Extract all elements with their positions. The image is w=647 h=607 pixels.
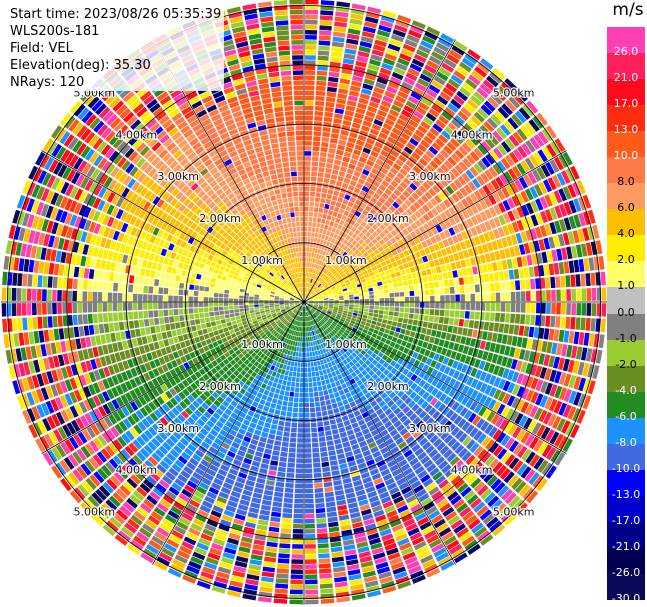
- colorbar-swatch: [607, 391, 645, 419]
- range-ring-label: 1.00km: [241, 338, 283, 351]
- nrays-label: NRays: 120: [10, 75, 85, 90]
- colorbar-tick-label: -1.0: [615, 331, 637, 345]
- colorbar-swatch: [607, 287, 645, 314]
- velocity-field: [1, 0, 607, 605]
- range-ring-label: 5.00km: [493, 86, 535, 99]
- colorbar-tick-label: 6.0: [617, 201, 635, 215]
- colorbar-tick-label: 10.0: [613, 149, 639, 163]
- range-ring-label: 4.00km: [451, 128, 493, 141]
- velocity-colorbar: 26.0 21.0 17.0 13.0 10.0 8.0 6.0 4.0 2.0 1.0 0.0 -1…: [607, 27, 645, 605]
- colorbar-tick-label: 0.0: [617, 305, 635, 319]
- colorbar-tick-label: 21.0: [613, 71, 639, 85]
- colorbar-swatch: [607, 157, 645, 184]
- colorbar-swatch: [607, 79, 645, 106]
- colorbar-unit: m/s: [612, 0, 644, 20]
- range-ring-label: 1.00km: [325, 254, 367, 267]
- station-label: WLS200s-181: [10, 24, 100, 39]
- range-ring-label: 5.00km: [493, 506, 535, 519]
- range-ring-label: 4.00km: [116, 464, 158, 477]
- range-rings: 1.00km 1.00km 1.00km 1.00km 2.00km 2.00km 2.00…: [1, 0, 607, 605]
- colorbar-tick-label: -4.0: [615, 383, 637, 397]
- colorbar-swatch: [607, 53, 645, 80]
- colorbar-tick-label: 1.0: [617, 279, 635, 293]
- range-ring-label: 4.00km: [116, 128, 158, 141]
- colorbar-tick-label: -21.0: [611, 539, 641, 553]
- colorbar-swatch: [607, 547, 645, 575]
- elevation-label: Elevation(deg): 35.30: [10, 58, 151, 73]
- range-ring-label: 3.00km: [409, 170, 451, 183]
- colorbar-swatch: [607, 261, 645, 288]
- colorbar-tick-label: -6.0: [615, 409, 637, 423]
- colorbar-swatch: [607, 105, 645, 132]
- start-time-label: Start time: 2023/08/26 05:35:39: [10, 7, 222, 22]
- colorbar-swatch: [607, 469, 645, 497]
- range-ring-label: 1.00km: [241, 254, 283, 267]
- range-ring-label: 2.00km: [367, 212, 409, 225]
- colorbar-tick-label: -17.0: [611, 513, 641, 527]
- colorbar-swatch: [607, 183, 645, 210]
- colorbar-tick-label: 8.0: [617, 175, 635, 189]
- scan-info-panel: Start time: 2023/08/26 05:35:39 WLS200s-…: [8, 6, 225, 91]
- colorbar-tick-label: -10.0: [611, 461, 641, 475]
- range-ring-label: 2.00km: [367, 380, 409, 393]
- colorbar-tick-label: 2.0: [617, 253, 635, 267]
- colorbar-tick-label: -26.0: [611, 565, 641, 579]
- colorbar-swatch: [607, 521, 645, 549]
- colorbar-swatch: [607, 443, 645, 471]
- colorbar-tick-label: -13.0: [611, 487, 641, 501]
- colorbar-swatch: [607, 27, 645, 54]
- colorbar-swatch: [607, 313, 645, 341]
- colorbar-swatch: [607, 131, 645, 158]
- colorbar-tick-label: -8.0: [615, 435, 637, 449]
- azimuth-line: [152, 39, 456, 565]
- colorbar-tick-label: -30.0: [611, 592, 641, 605]
- colorbar-swatch: [607, 339, 645, 367]
- colorbar-swatch: [607, 417, 645, 445]
- colorbar-swatch: [607, 235, 645, 262]
- range-ring-label: 2.00km: [199, 212, 241, 225]
- range-ring-label: 3.00km: [157, 170, 199, 183]
- colorbar-tick-label: -2.0: [615, 357, 637, 371]
- field-label: Field: VEL: [10, 41, 73, 56]
- colorbar-tick-label: 26.0: [613, 45, 639, 59]
- range-ring-label: 1.00km: [325, 338, 367, 351]
- colorbar-swatch: [607, 573, 645, 601]
- range-ring-label: 4.00km: [451, 464, 493, 477]
- range-ring-label: 3.00km: [409, 422, 451, 435]
- colorbar-tick-label: 4.0: [617, 227, 635, 241]
- colorbar-tick-label: 17.0: [613, 97, 639, 111]
- range-ring-label: 3.00km: [157, 422, 199, 435]
- colorbar-tick-label: 13.0: [613, 123, 639, 137]
- colorbar-swatch: [607, 365, 645, 393]
- range-ring-label: 5.00km: [74, 506, 116, 519]
- colorbar-swatch: [607, 495, 645, 523]
- colorbar-swatch: [607, 209, 645, 236]
- range-ring-label: 2.00km: [199, 380, 241, 393]
